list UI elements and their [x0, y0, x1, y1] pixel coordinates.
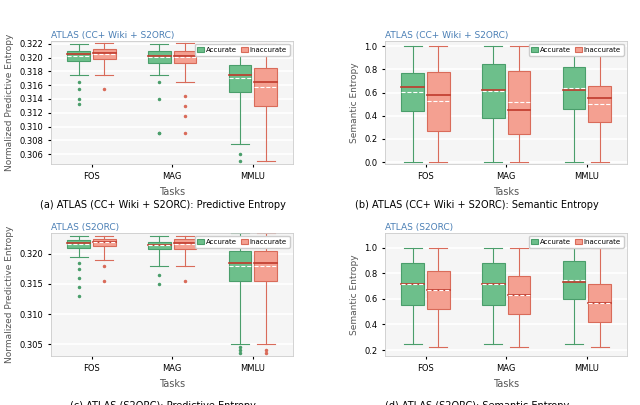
Bar	[174, 51, 196, 62]
Text: (d) ATLAS (S2ORC): Semantic Entropy: (d) ATLAS (S2ORC): Semantic Entropy	[385, 401, 569, 405]
Bar	[588, 85, 611, 122]
Bar	[255, 251, 277, 281]
X-axis label: Tasks: Tasks	[493, 187, 519, 196]
Bar	[508, 70, 531, 134]
Bar	[67, 51, 90, 61]
Text: ATLAS (S2ORC): ATLAS (S2ORC)	[51, 223, 119, 232]
X-axis label: Tasks: Tasks	[159, 379, 185, 388]
Y-axis label: Normalized Predictive Entropy: Normalized Predictive Entropy	[5, 226, 14, 363]
Bar	[401, 263, 424, 305]
Y-axis label: Semantic Entropy: Semantic Entropy	[349, 254, 359, 335]
Bar	[482, 64, 504, 118]
Bar	[174, 239, 196, 249]
X-axis label: Tasks: Tasks	[493, 379, 519, 388]
Bar	[228, 251, 252, 281]
Text: ATLAS (CC+ Wiki + S2ORC): ATLAS (CC+ Wiki + S2ORC)	[51, 31, 175, 40]
Text: (c) ATLAS (S2ORC): Predictive Entropy: (c) ATLAS (S2ORC): Predictive Entropy	[70, 401, 256, 405]
Bar	[67, 241, 90, 247]
Text: (a) ATLAS (CC+ Wiki + S2ORC): Predictive Entropy: (a) ATLAS (CC+ Wiki + S2ORC): Predictive…	[40, 200, 286, 211]
Legend: Accurate, Inaccurate: Accurate, Inaccurate	[195, 44, 290, 55]
Text: ATLAS (S2ORC): ATLAS (S2ORC)	[385, 223, 453, 232]
Bar	[93, 239, 116, 246]
Legend: Accurate, Inaccurate: Accurate, Inaccurate	[529, 44, 624, 55]
Bar	[563, 260, 585, 299]
Bar	[508, 276, 531, 314]
Bar	[588, 284, 611, 322]
Bar	[93, 49, 116, 59]
Text: ATLAS (CC+ Wiki + S2ORC): ATLAS (CC+ Wiki + S2ORC)	[385, 31, 509, 40]
Bar	[228, 64, 252, 92]
Legend: Accurate, Inaccurate: Accurate, Inaccurate	[529, 236, 624, 247]
Legend: Accurate, Inaccurate: Accurate, Inaccurate	[195, 236, 290, 247]
Bar	[427, 271, 450, 309]
Bar	[148, 241, 171, 249]
Bar	[482, 263, 504, 305]
Bar	[255, 68, 277, 106]
Bar	[401, 73, 424, 111]
Bar	[148, 51, 171, 62]
Bar	[563, 67, 585, 109]
Y-axis label: Semantic Entropy: Semantic Entropy	[349, 62, 359, 143]
Text: (b) ATLAS (CC+ Wiki + S2ORC): Semantic Entropy: (b) ATLAS (CC+ Wiki + S2ORC): Semantic E…	[355, 200, 598, 211]
Bar	[427, 72, 450, 131]
Y-axis label: Normalized Predictive Entropy: Normalized Predictive Entropy	[5, 34, 14, 171]
X-axis label: Tasks: Tasks	[159, 187, 185, 196]
